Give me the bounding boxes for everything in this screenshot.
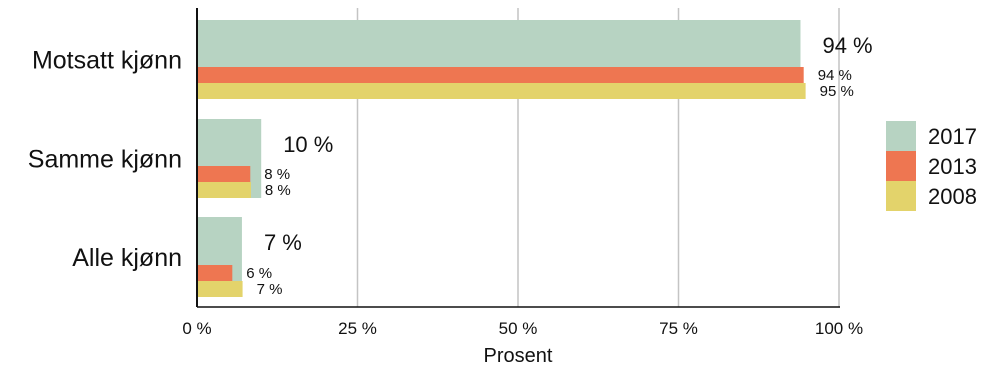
x-tick-label-50: 50 % (499, 319, 538, 338)
value-label-2017-2: 7 % (264, 230, 302, 255)
x-tick-label-75: 75 % (659, 319, 698, 338)
axis-group: 0 % 25 % 50 % 75 % 100 % (182, 8, 863, 338)
x-tick-label-25: 25 % (338, 319, 377, 338)
legend-swatch-2013 (886, 151, 916, 181)
value-label-2017-0: 94 % (822, 33, 872, 58)
x-tick-label-0: 0 % (182, 319, 211, 338)
category-label-0: Motsatt kjønn (32, 47, 182, 75)
value-label-2013-2: 6 % (246, 265, 272, 282)
category-label-1: Samme kjønn (28, 146, 182, 174)
bar-2008-2 (197, 281, 243, 297)
value-label-2017-1: 10 % (283, 132, 333, 157)
value-label-2013-0: 94 % (818, 67, 852, 84)
category-label-2: Alle kjønn (72, 244, 182, 272)
legend: 2017 2013 2008 (886, 121, 977, 211)
legend-label-2017: 2017 (928, 124, 977, 149)
value-label-2013-1: 8 % (264, 166, 290, 183)
legend-swatch-2008 (886, 181, 916, 211)
bar-2013-2 (197, 265, 233, 281)
bar-2008-0 (197, 83, 806, 99)
value-label-2008-1: 8 % (265, 182, 291, 199)
x-axis-title: Prosent (484, 345, 553, 367)
legend-label-2008: 2008 (928, 184, 977, 209)
legend-swatch-2017 (886, 121, 916, 151)
bars-group (197, 20, 806, 297)
bar-2008-1 (197, 182, 251, 198)
bar-2013-0 (197, 67, 804, 83)
legend-label-2013: 2013 (928, 154, 977, 179)
value-label-2008-0: 95 % (820, 83, 854, 100)
value-label-2008-2: 7 % (257, 281, 283, 298)
bar-2013-1 (197, 166, 251, 182)
x-tick-label-100: 100 % (815, 319, 863, 338)
